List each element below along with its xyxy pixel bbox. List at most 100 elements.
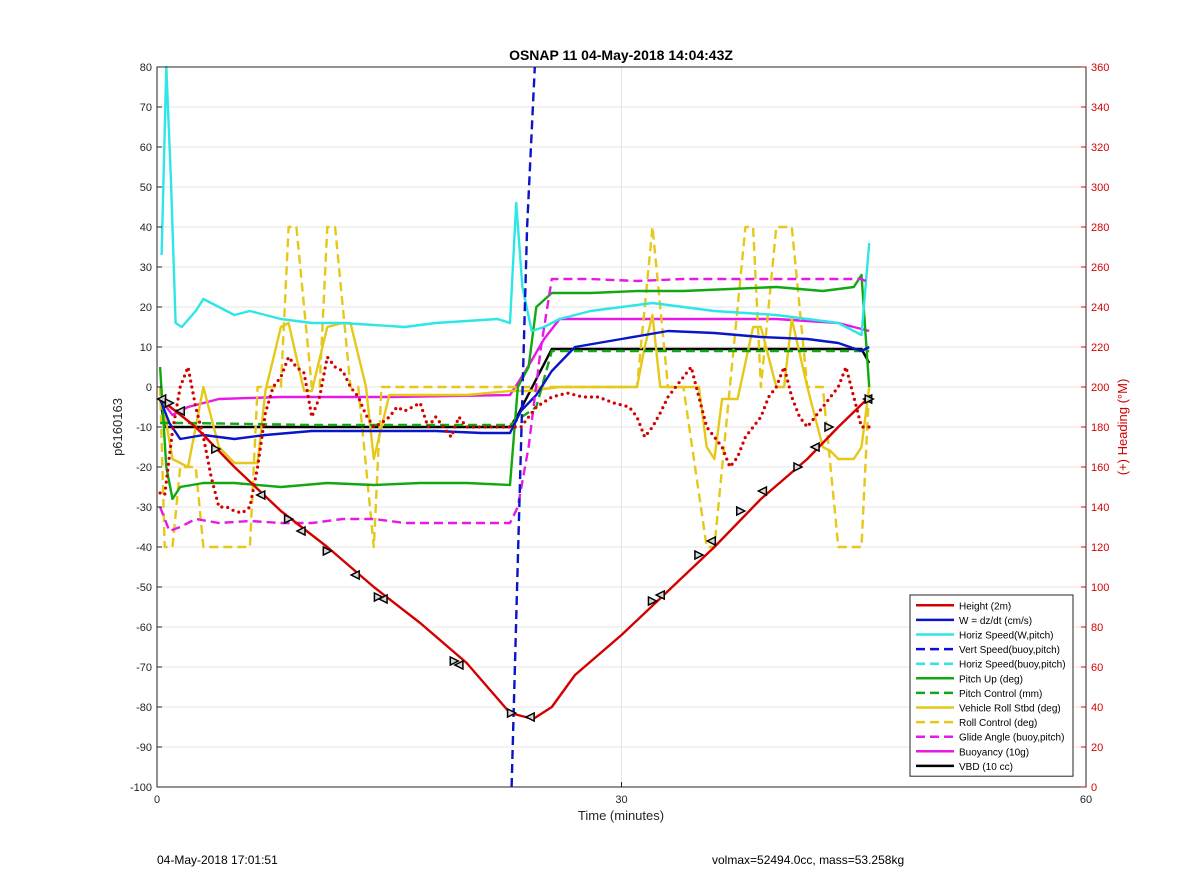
position-marker [705,535,717,547]
x-tick-label-1: 30 [615,794,627,806]
y-tick-label-14: 40 [140,222,152,234]
y-tick-label-10: 0 [146,382,152,394]
x-axis-label: Time (minutes) [578,808,664,823]
y-axis-label: p6160163 [110,398,125,456]
y2-tick-label-18: 360 [1091,62,1109,74]
series-line-7 [158,313,871,469]
y2-tick-label-1: 20 [1091,742,1103,754]
footer-timestamp: 04-May-2018 17:01:51 [157,853,278,867]
y2-tick-label-10: 200 [1091,382,1109,394]
position-marker [864,393,875,405]
y2-tick-label-2: 40 [1091,702,1103,714]
y-tick-label-4: -60 [136,622,152,634]
series-line-9 [158,277,870,533]
position-marker [211,443,222,455]
chart-title: OSNAP 11 04-May-2018 14:04:43Z [509,47,733,63]
series-line-12 [158,355,871,515]
position-marker [809,441,820,453]
legend-label-7: Vehicle Roll Stbd (deg) [959,704,1061,715]
legend-label-9: Glide Angle (buoy,pitch) [959,733,1064,744]
position-marker [524,711,535,723]
series-line-3 [510,66,536,788]
y-tick-label-9: -10 [136,422,152,434]
y-tick-label-7: -30 [136,502,152,514]
legend-label-1: W = dz/dt (cm/s) [959,616,1032,627]
series-line-5 [158,273,871,501]
position-marker [647,595,659,607]
position-marker [164,397,176,409]
legend-label-2: Horiz Speed(W,pitch) [959,631,1053,642]
legend-label-5: Pitch Up (deg) [959,674,1023,685]
y-tick-label-13: 30 [140,262,152,274]
y-tick-label-17: 70 [140,102,152,114]
y2-tick-label-17: 340 [1091,102,1109,114]
x-tick-label-2: 60 [1080,794,1092,806]
y2-tick-label-16: 320 [1091,142,1109,154]
y2-tick-label-6: 120 [1091,542,1109,554]
y-tick-label-6: -40 [136,542,152,554]
y-tick-label-12: 20 [140,302,152,314]
position-marker [377,593,388,605]
y2-tick-label-0: 0 [1091,782,1097,794]
position-marker [694,549,705,561]
y-tick-label-18: 80 [140,62,152,74]
y2-tick-label-8: 160 [1091,462,1109,474]
position-marker [453,659,464,671]
plot-markers [155,393,875,723]
legend-label-0: Height (2m) [959,601,1011,612]
series-line-6 [160,349,870,427]
y2-tick-label-11: 220 [1091,342,1109,354]
position-marker [174,405,185,417]
y-tick-label-16: 60 [140,142,152,154]
x-tick-label-0: 0 [154,794,160,806]
series-line-2 [160,65,871,337]
legend: Height (2m) W = dz/dt (cm/s) Horiz Speed(W… [909,594,1074,777]
y2-tick-label-7: 140 [1091,502,1109,514]
position-marker [756,485,768,497]
legend-label-11: VBD (10 cc) [959,762,1013,773]
footer-mass-info: volmax=52494.0cc, mass=53.258kg [712,853,905,867]
position-marker [793,461,804,473]
position-marker [283,513,295,525]
legend-box [909,594,1074,777]
right-axis-ticks: 0 20 40 60 80 100 120 140 160 180 200 220 240 260 280 3… [1081,62,1109,794]
y2-tick-label-12: 240 [1091,302,1109,314]
position-marker [322,545,333,557]
y-tick-label-15: 50 [140,182,152,194]
position-marker [824,421,835,433]
position-marker [295,525,306,537]
series-line-8 [158,225,871,549]
position-marker [735,505,747,517]
legend-label-4: Horiz Speed(buoy,pitch) [959,660,1066,671]
bottom-axis-ticks: 0 30 60 [154,782,1092,806]
legend-label-3: Vert Speed(buoy,pitch) [959,645,1060,656]
legend-label-8: Roll Control (deg) [959,718,1037,729]
y2-axis-label: (+) Heading (°M) [1115,379,1130,476]
series-line-1 [158,329,870,441]
y2-tick-label-13: 260 [1091,262,1109,274]
y-tick-label-8: -20 [136,462,152,474]
y2-tick-label-15: 300 [1091,182,1109,194]
y2-tick-label-3: 60 [1091,662,1103,674]
legend-label-10: Buoyancy (10g) [959,747,1029,758]
position-marker [349,569,360,581]
y-tick-label-2: -80 [136,702,152,714]
position-marker [255,489,266,501]
y2-tick-label-9: 180 [1091,422,1109,434]
y-tick-label-1: -90 [136,742,152,754]
y-tick-label-0: -100 [130,782,152,794]
position-marker [449,655,460,667]
y-tick-label-11: 10 [140,342,152,354]
y2-tick-label-4: 80 [1091,622,1103,634]
y-tick-label-3: -70 [136,662,152,674]
y2-tick-label-5: 100 [1091,582,1109,594]
y2-tick-label-14: 280 [1091,222,1109,234]
position-marker [654,589,665,601]
position-marker [506,707,518,719]
y-tick-label-5: -50 [136,582,152,594]
plot-series [158,65,871,788]
legend-label-6: Pitch Control (mm) [959,689,1042,700]
position-marker [155,393,167,405]
left-axis-ticks: -100-90-80-70-60-50-40-30-20-10010203040… [130,62,162,794]
